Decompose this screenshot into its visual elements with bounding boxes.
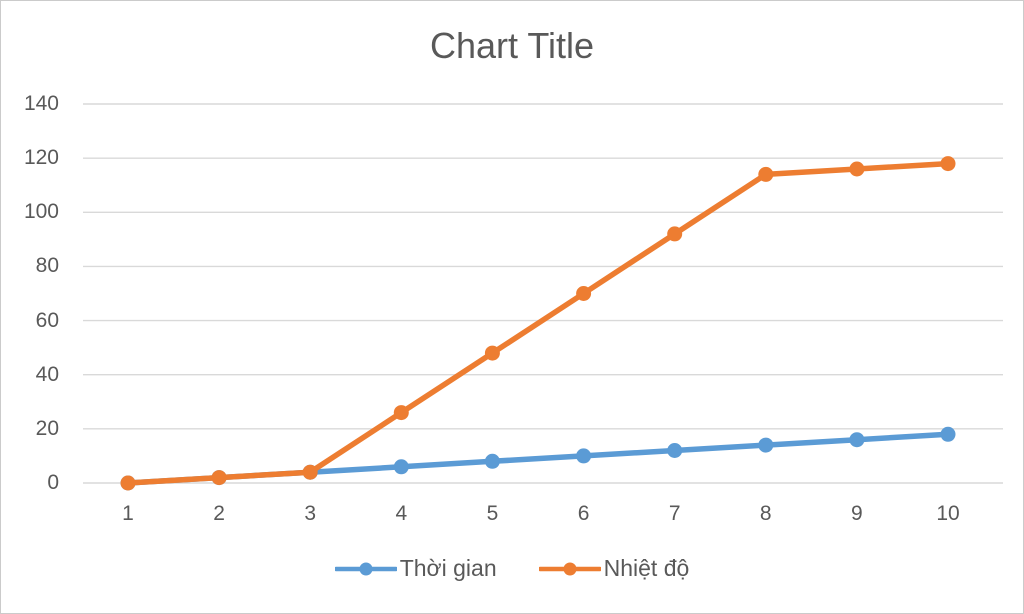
- y-axis-tick-label: 60: [35, 308, 59, 332]
- y-axis-tick-label: 120: [23, 146, 59, 170]
- legend-item: Nhiệt độ: [538, 555, 690, 582]
- y-axis-tick-label: 40: [35, 362, 59, 386]
- data-point-marker: [940, 156, 956, 172]
- legend-item: Thời gian: [334, 555, 497, 582]
- x-axis-tick-label: 3: [304, 502, 317, 525]
- data-point-marker: [667, 443, 683, 458]
- data-point-marker: [940, 426, 956, 442]
- data-point-marker: [120, 475, 136, 491]
- legend-label: Nhiệt độ: [603, 555, 690, 581]
- y-axis-tick-label: 20: [35, 416, 59, 440]
- x-axis-tick-label: 2: [213, 502, 225, 525]
- chart-title: Chart Title: [429, 25, 595, 66]
- data-point-marker: [393, 459, 409, 475]
- data-point-marker: [576, 286, 592, 301]
- data-point-marker: [576, 448, 592, 464]
- x-axis-tick-label: 5: [486, 502, 499, 525]
- y-axis-tick-label: 80: [35, 254, 59, 278]
- data-point-marker: [484, 345, 500, 361]
- y-axis-tick-label: 140: [23, 92, 59, 115]
- data-point-marker: [758, 437, 774, 453]
- data-point-marker: [484, 453, 500, 469]
- series-line: [125, 160, 951, 486]
- data-point-marker: [849, 432, 865, 448]
- x-axis-tick-label: 10: [936, 502, 960, 525]
- legend-line-marker-icon: [334, 562, 397, 575]
- data-point-marker: [302, 464, 318, 480]
- data-point-marker: [849, 161, 865, 177]
- data-point-marker: [758, 166, 774, 182]
- y-axis-tick-label: 100: [23, 200, 59, 224]
- x-axis-tick-label: 8: [759, 502, 772, 525]
- x-axis-tick-label: 7: [668, 502, 681, 525]
- legend-line-marker-icon: [538, 562, 601, 575]
- data-point-marker: [393, 405, 409, 421]
- y-axis-tick-label: 0: [47, 471, 59, 494]
- data-point-marker: [667, 226, 683, 242]
- legend: Thời gian Nhiệt độ: [1, 555, 1023, 582]
- data-point-marker: [211, 470, 227, 486]
- legend-label: Thời gian: [399, 555, 497, 581]
- x-axis-tick-label: 1: [122, 502, 134, 525]
- x-axis-tick-label: 6: [577, 502, 590, 525]
- x-axis-tick-label: 4: [395, 502, 408, 525]
- x-axis-tick-label: 9: [851, 502, 863, 525]
